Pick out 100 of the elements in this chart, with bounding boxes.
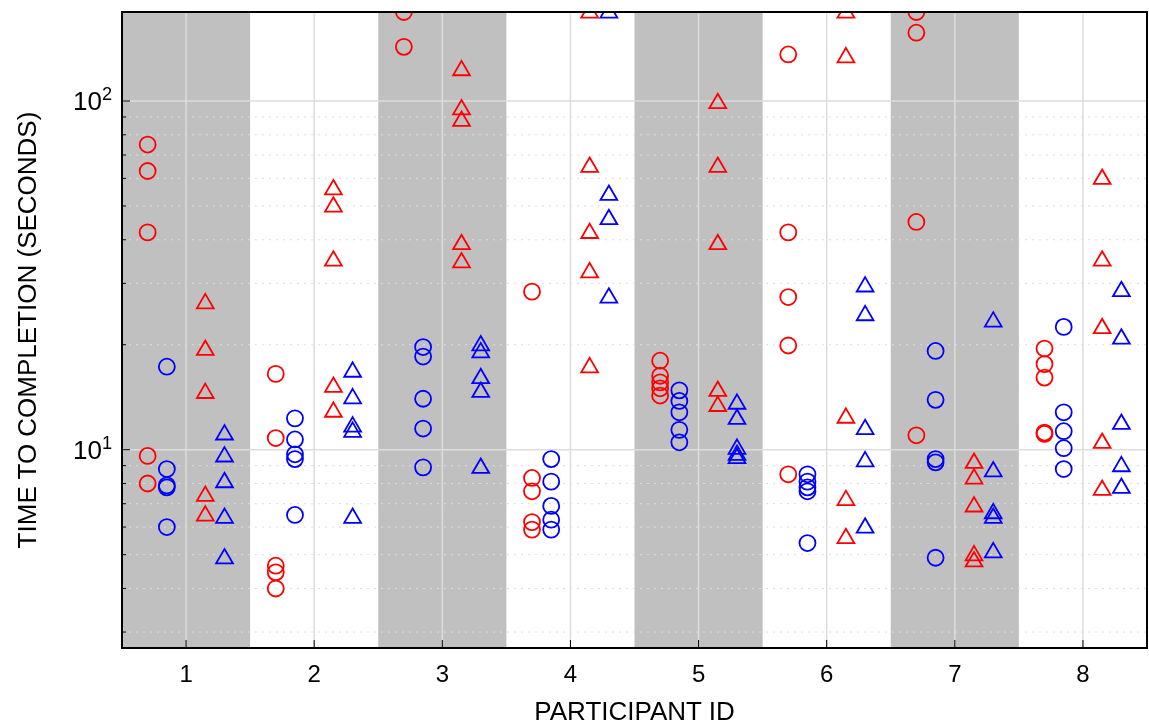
- x-tick-label: 1: [179, 660, 193, 687]
- point: [855, 451, 875, 468]
- point: [926, 450, 945, 468]
- point: [1054, 422, 1073, 441]
- point: [542, 497, 561, 515]
- point: [523, 482, 541, 501]
- point: [1092, 168, 1112, 185]
- point: [580, 156, 599, 173]
- point: [708, 233, 728, 251]
- point: [138, 474, 157, 493]
- point: [414, 389, 432, 408]
- point: [651, 373, 670, 392]
- point: [138, 135, 157, 154]
- point: [1035, 355, 1054, 374]
- point: [523, 469, 541, 487]
- point: [907, 426, 926, 445]
- point: [836, 407, 856, 424]
- point: [836, 489, 856, 506]
- point: [343, 387, 362, 405]
- point: [580, 357, 599, 374]
- point: [324, 401, 343, 418]
- point: [651, 386, 670, 405]
- point: [324, 196, 343, 213]
- y-tick-label: 10$^{1}$: [72, 432, 112, 465]
- point: [195, 485, 215, 502]
- point: [452, 233, 471, 251]
- point: [343, 507, 362, 524]
- point: [580, 261, 599, 279]
- point: [471, 335, 491, 352]
- point: [157, 357, 176, 376]
- point: [798, 478, 817, 497]
- point: [651, 351, 670, 370]
- point: [1092, 479, 1112, 496]
- x-tick-label: 3: [435, 660, 449, 687]
- point: [708, 92, 728, 110]
- point: [1035, 368, 1054, 387]
- point: [983, 541, 1003, 559]
- point: [542, 450, 561, 468]
- point: [195, 339, 215, 356]
- point: [926, 390, 945, 409]
- point: [452, 110, 471, 127]
- point: [1112, 280, 1131, 298]
- point: [983, 311, 1003, 328]
- point: [727, 393, 747, 410]
- point: [324, 179, 343, 196]
- point: [286, 450, 304, 468]
- point: [414, 419, 432, 438]
- point: [215, 446, 234, 463]
- point: [599, 287, 619, 304]
- point: [708, 380, 728, 397]
- point: [855, 304, 875, 322]
- point: [855, 418, 875, 436]
- point: [599, 184, 619, 201]
- point: [266, 579, 285, 598]
- point: [907, 23, 926, 42]
- x-tick-label: 5: [691, 660, 706, 687]
- point: [324, 250, 343, 267]
- point: [983, 507, 1003, 524]
- point: [266, 563, 285, 582]
- point: [1092, 317, 1112, 335]
- y-axis-title: TIME TO COMPLETION (SECONDS): [12, 111, 42, 549]
- point: [1112, 328, 1131, 345]
- x-tick-label: 4: [563, 660, 578, 687]
- point: [195, 382, 215, 399]
- point: [452, 252, 471, 269]
- point: [452, 59, 471, 77]
- point: [670, 420, 689, 439]
- point: [926, 342, 945, 360]
- point: [708, 395, 728, 412]
- point: [215, 471, 234, 489]
- point: [1092, 250, 1112, 267]
- point: [670, 403, 689, 422]
- point: [964, 468, 984, 485]
- point: [855, 517, 875, 534]
- point: [266, 429, 285, 447]
- point: [523, 513, 541, 532]
- point: [983, 461, 1003, 478]
- y-tick-label: 10$^{2}$: [72, 84, 112, 117]
- point: [836, 527, 856, 545]
- point: [542, 510, 561, 529]
- point: [215, 548, 234, 565]
- x-tick-label: 8: [1076, 660, 1090, 687]
- point: [324, 376, 343, 393]
- point: [670, 381, 689, 400]
- point: [855, 276, 875, 293]
- point: [727, 408, 747, 425]
- point: [414, 458, 432, 477]
- point: [964, 544, 984, 562]
- point: [983, 502, 1003, 520]
- point: [542, 520, 561, 539]
- point: [836, 46, 856, 64]
- point: [779, 288, 798, 306]
- x-axis-title: PARTICIPANT ID: [534, 696, 735, 724]
- point: [907, 213, 926, 231]
- point: [266, 556, 285, 575]
- point: [1092, 432, 1112, 449]
- point: [727, 438, 747, 455]
- point: [138, 447, 157, 465]
- point: [452, 99, 471, 116]
- point: [926, 548, 945, 567]
